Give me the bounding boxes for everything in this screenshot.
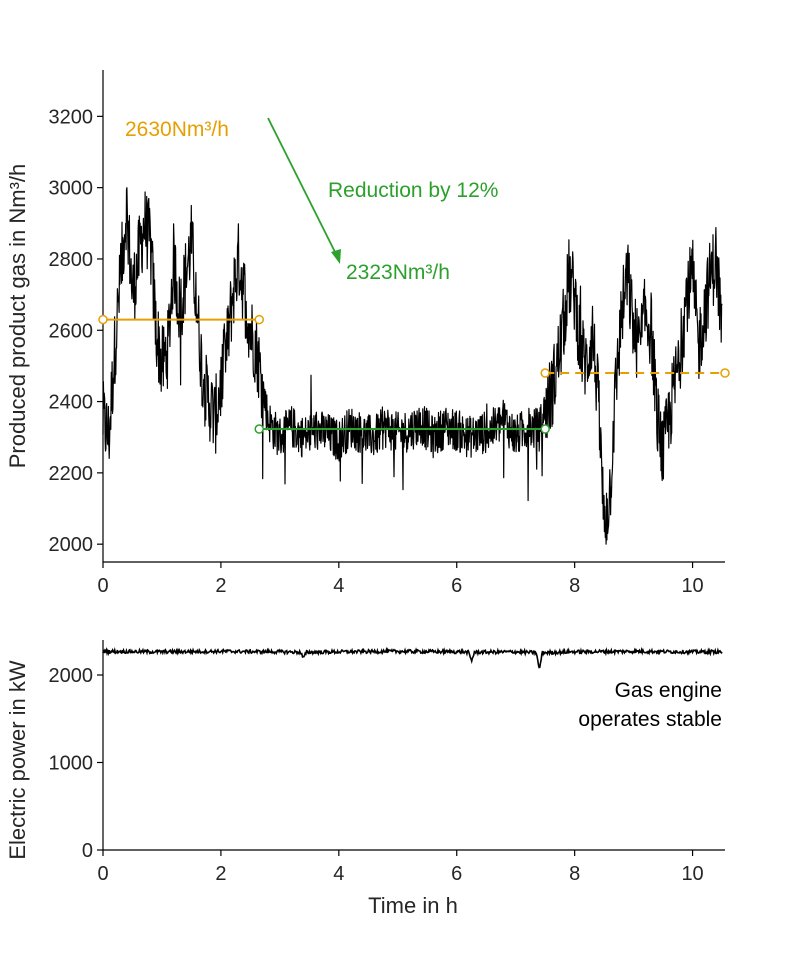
bottom-series bbox=[102, 646, 723, 669]
top-x-tick-label: 2 bbox=[215, 575, 226, 597]
top-x-tick-label: 10 bbox=[681, 575, 703, 597]
product-gas-series-line bbox=[102, 187, 723, 545]
top-chart: 2000 2200 2400 2600 2800 3000 3200 0 2 4 6 8 10 263… bbox=[5, 70, 730, 597]
top-y-tick-label: 2400 bbox=[49, 392, 94, 414]
level-marker-after-start bbox=[254, 424, 264, 434]
bottom-x-axis-title: Time in h bbox=[368, 893, 458, 918]
level-marker-dashed-end bbox=[720, 368, 730, 378]
level-marker-before-start bbox=[98, 314, 108, 325]
note-line-1: Gas engine bbox=[615, 679, 722, 702]
note-line-2: operates stable bbox=[578, 708, 722, 731]
label-before: 2630Nm³/h bbox=[125, 118, 229, 141]
level-marker-after-end bbox=[540, 424, 550, 434]
reduction-arrow-head bbox=[331, 249, 341, 264]
bottom-y-tick-label: 2000 bbox=[49, 665, 94, 687]
bottom-chart: 0 1000 2000 0 2 4 6 8 10 Gas engine operates st… bbox=[5, 640, 725, 918]
electric-power-series-line bbox=[102, 646, 723, 669]
bottom-x-ticks: 0 2 4 6 8 10 bbox=[97, 850, 704, 885]
top-y-tick-label: 2000 bbox=[49, 534, 94, 556]
bottom-y-tick-label: 1000 bbox=[49, 753, 94, 775]
top-y-tick-label: 2800 bbox=[49, 249, 94, 271]
level-marker-before-end bbox=[254, 314, 264, 325]
top-series bbox=[102, 187, 723, 545]
top-y-tick-label: 2600 bbox=[49, 320, 94, 342]
bottom-x-tick-label: 6 bbox=[451, 863, 462, 885]
bottom-x-tick-label: 0 bbox=[97, 863, 108, 885]
top-y-ticks: 2000 2200 2400 2600 2800 3000 3200 bbox=[49, 106, 103, 556]
top-annotations: 2630Nm³/h Reduction by 12% 2323Nm³/h bbox=[98, 117, 730, 434]
top-x-tick-label: 8 bbox=[569, 575, 580, 597]
top-x-tick-label: 6 bbox=[451, 575, 462, 597]
bottom-y-ticks: 0 1000 2000 bbox=[49, 665, 103, 862]
bottom-y-axis-title: Electric power in kW bbox=[5, 660, 30, 860]
level-marker-dashed-start bbox=[540, 368, 550, 378]
bottom-y-tick-label: 0 bbox=[82, 840, 93, 862]
top-x-tick-label: 0 bbox=[97, 575, 108, 597]
label-reduction: Reduction by 12% bbox=[328, 179, 498, 202]
top-x-tick-label: 4 bbox=[333, 575, 344, 597]
reduction-arrow-shaft bbox=[267, 117, 339, 259]
top-y-axis-title: Produced product gas in Nm³/h bbox=[5, 164, 30, 469]
top-y-tick-label: 2200 bbox=[49, 463, 94, 485]
bottom-x-tick-label: 2 bbox=[215, 863, 226, 885]
top-y-tick-label: 3200 bbox=[49, 106, 94, 128]
label-after: 2323Nm³/h bbox=[346, 261, 450, 284]
bottom-x-tick-label: 8 bbox=[569, 863, 580, 885]
bottom-x-tick-label: 4 bbox=[333, 863, 344, 885]
bottom-x-tick-label: 10 bbox=[681, 863, 703, 885]
top-x-ticks: 0 2 4 6 8 10 bbox=[97, 562, 704, 597]
top-y-tick-label: 3000 bbox=[49, 178, 94, 200]
